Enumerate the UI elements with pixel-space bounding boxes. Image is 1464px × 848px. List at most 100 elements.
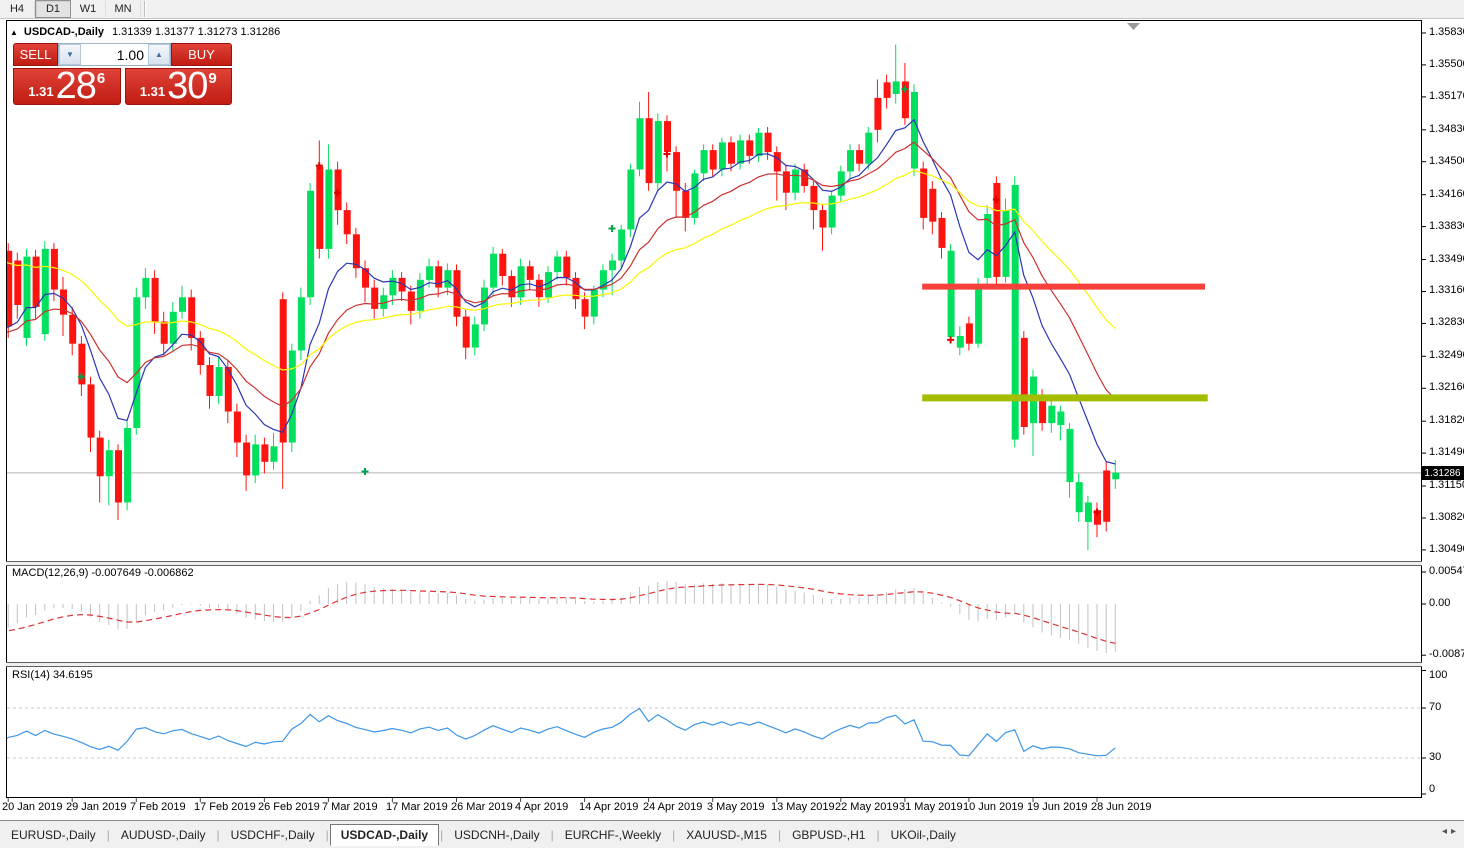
macd-axis-label: 0.005474 <box>1429 565 1464 577</box>
rsi-axis-label: 0 <box>1429 783 1436 795</box>
symbol-tab-eurusd-daily[interactable]: EURUSD-,Daily <box>11 828 96 842</box>
chart-header: ▲ USDCAD-,Daily 1.31339 1.31377 1.31273 1.… <box>10 26 280 38</box>
date-axis-label: 19 Jun 2019 <box>1027 801 1088 813</box>
candlestick-chart <box>7 44 1421 550</box>
buy-price-button[interactable]: 1.31 30 9 <box>124 65 232 107</box>
chart-frame-bottom <box>6 797 1422 798</box>
tab-separator: | <box>106 828 110 842</box>
date-axis-label: 17 Feb 2019 <box>194 801 256 813</box>
price-axis-label: 1.35500 <box>1429 58 1464 70</box>
chart-frame-left <box>6 20 7 798</box>
price-axis-label: 1.30820 <box>1429 511 1464 523</box>
price-axis-label: 1.33830 <box>1429 220 1464 232</box>
volume-input[interactable]: 1.00 <box>116 46 144 63</box>
tab-separator: | <box>777 828 782 842</box>
price-axis-label: 1.33490 <box>1429 253 1464 265</box>
chart-frame-top <box>6 20 1422 21</box>
macd-indicator <box>7 580 1116 653</box>
tab-separator: | <box>325 828 329 842</box>
price-axis-label: 1.31150 <box>1429 479 1464 491</box>
sell-price-pip: 6 <box>96 70 106 87</box>
tab-scroll-right-icon[interactable]: ▸ <box>1450 826 1460 837</box>
date-axis-label: 17 Mar 2019 <box>386 801 448 813</box>
one-click-trade-panel: SELL ▼ 1.00 ▲ BUY 1.31 28 6 1.31 30 9 <box>13 43 232 105</box>
price-axis-label: 1.33160 <box>1429 284 1464 296</box>
rsi-axis-label: 100 <box>1429 669 1448 681</box>
symbol-tab-ukoil-daily[interactable]: UKOil-,Daily <box>890 828 956 842</box>
toolbar-separator <box>144 1 146 17</box>
sell-price-big: 28 <box>55 65 97 107</box>
price-axis-label: 1.35170 <box>1429 90 1464 102</box>
chart-title: USDCAD-,Daily <box>23 26 104 38</box>
symbol-tab-xauusd-m15[interactable]: XAUUSD-,M15 <box>686 828 767 842</box>
date-axis-label: 26 Feb 2019 <box>258 801 320 813</box>
symbol-tab-eurchf-weekly[interactable]: EURCHF-,Weekly <box>564 828 662 842</box>
rsi-label: RSI(14) 34.6195 <box>12 669 93 681</box>
sell-price-prefix: 1.31 <box>28 84 54 99</box>
date-axis-label: 4 Apr 2019 <box>515 801 569 813</box>
volume-decrease-icon[interactable]: ▼ <box>59 44 81 65</box>
volume-stepper: ▼ 1.00 ▲ <box>58 43 171 66</box>
sell-button[interactable]: SELL <box>13 43 58 66</box>
price-axis-label: 1.34830 <box>1429 123 1464 135</box>
date-axis-label: 3 May 2019 <box>707 801 765 813</box>
symbol-tab-usdchf-daily[interactable]: USDCHF-,Daily <box>230 828 315 842</box>
date-axis-label: 29 Jan 2019 <box>66 801 127 813</box>
date-axis-label: 22 May 2019 <box>835 801 899 813</box>
tab-separator: | <box>876 828 880 842</box>
current-price-badge: 1.31286 <box>1421 466 1464 480</box>
timeframe-toolbar: H4 D1 W1 MN <box>0 0 1464 19</box>
price-axis-label: 1.32490 <box>1429 349 1464 361</box>
symbol-tab-audusd-daily[interactable]: AUDUSD-,Daily <box>120 828 206 842</box>
chart-frame-right <box>1421 20 1422 798</box>
symbol-tab-gbpusd-h1[interactable]: GBPUSD-,H1 <box>792 828 866 842</box>
rsi-axis-label: 70 <box>1429 701 1442 713</box>
price-axis-label: 1.32160 <box>1429 381 1464 393</box>
buy-button[interactable]: BUY <box>171 43 232 66</box>
date-axis-label: 7 Feb 2019 <box>130 801 186 813</box>
tab-separator: | <box>550 828 554 842</box>
symbol-tab-usdcad-daily[interactable]: USDCAD-,Daily <box>329 824 440 846</box>
buy-price-big: 30 <box>167 65 208 107</box>
date-axis-label: 13 May 2019 <box>771 801 835 813</box>
rsi-splitter[interactable] <box>6 662 1422 667</box>
price-axis-label: 1.31820 <box>1429 414 1464 426</box>
symbol-tab-usdcnh-daily[interactable]: USDCNH-,Daily <box>454 828 540 842</box>
date-axis-label: 10 Jun 2019 <box>963 801 1024 813</box>
chart-ohlc-values: 1.31339 1.31377 1.31273 1.31286 <box>112 26 281 38</box>
tab-separator: | <box>672 828 676 842</box>
date-axis-label: 20 Jan 2019 <box>2 801 63 813</box>
date-axis-label: 24 Apr 2019 <box>643 801 703 813</box>
macd-axis-label: -0.008752 <box>1429 648 1464 660</box>
date-axis-label: 31 May 2019 <box>899 801 963 813</box>
timeframe-d1-button[interactable]: D1 <box>35 0 71 18</box>
buy-price-prefix: 1.31 <box>139 84 166 99</box>
chart-shift-icon <box>1127 23 1140 30</box>
tab-scroll-left-icon[interactable]: ◂ <box>1441 826 1451 837</box>
timeframe-mn-button[interactable]: MN <box>106 1 141 17</box>
rsi-axis-label: 30 <box>1429 751 1442 763</box>
tab-separator: | <box>216 828 220 842</box>
price-axis-label: 1.31490 <box>1429 446 1464 458</box>
macd-splitter[interactable] <box>6 561 1422 566</box>
date-axis-label: 28 Jun 2019 <box>1091 801 1152 813</box>
date-axis-label: 26 Mar 2019 <box>451 801 513 813</box>
price-axis-label: 1.32830 <box>1429 316 1464 328</box>
macd-label: MACD(12,26,9) -0.007649 -0.006862 <box>12 567 194 579</box>
price-axis-label: 1.35830 <box>1429 26 1464 38</box>
tab-scroll-arrows[interactable]: ◂▸ <box>1442 826 1460 837</box>
date-axis-label: 14 Apr 2019 <box>579 801 639 813</box>
date-axis-label: 7 Mar 2019 <box>322 801 378 813</box>
price-axis-label: 1.34160 <box>1429 188 1464 200</box>
volume-increase-icon[interactable]: ▲ <box>148 44 170 65</box>
price-axis-label: 1.34500 <box>1429 155 1464 167</box>
tab-separator: | <box>440 828 444 842</box>
timeframe-w1-button[interactable]: W1 <box>71 1 106 17</box>
timeframe-h4-button[interactable]: H4 <box>0 1 35 17</box>
symbol-tab-bar: EURUSD-,Daily | AUDUSD-,Daily | USDCHF-,Dail… <box>0 820 1464 848</box>
collapse-panel-icon[interactable]: ▲ <box>10 28 18 37</box>
sell-price-button[interactable]: 1.31 28 6 <box>13 65 121 107</box>
